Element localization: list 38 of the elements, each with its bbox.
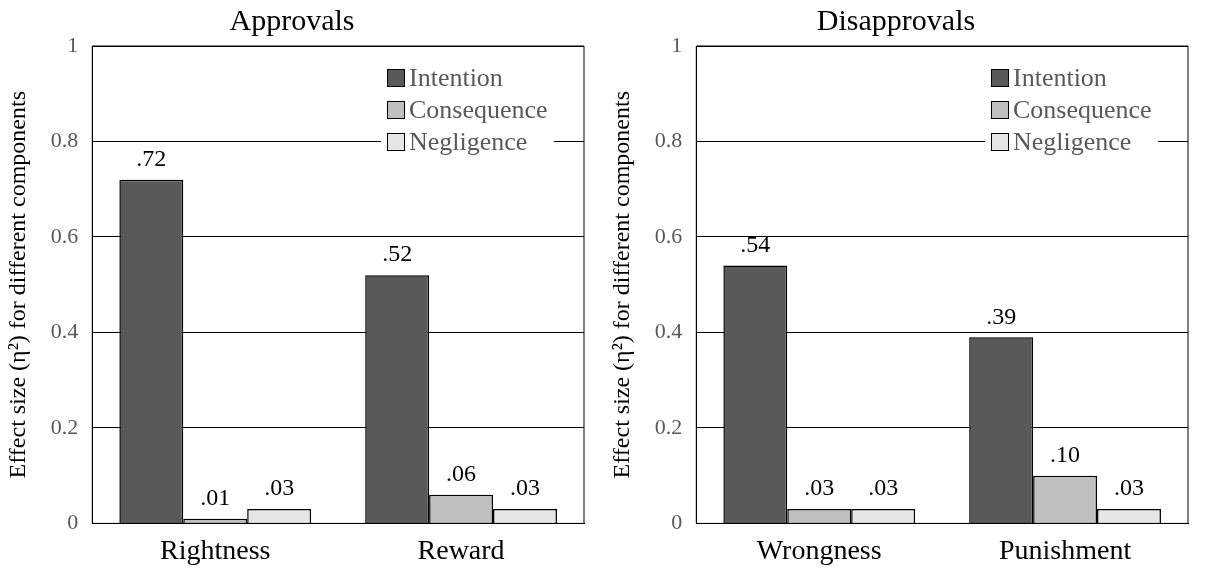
y-tick-label: 1 bbox=[67, 31, 79, 57]
y-tick-label: 0.6 bbox=[654, 222, 683, 248]
x-tick-label: Punishment bbox=[998, 533, 1132, 565]
x-tick-label: Wrongness bbox=[756, 533, 882, 565]
legend-label: Consequence bbox=[409, 94, 548, 126]
y-tick-label: 0.2 bbox=[654, 413, 683, 439]
data-label: .39 bbox=[986, 302, 1017, 329]
y-tick-label: 0 bbox=[671, 509, 683, 535]
data-label: .10 bbox=[1050, 440, 1081, 467]
y-axis-title: Effect size (η²) for different components bbox=[3, 91, 30, 479]
y-tick-label: 0.6 bbox=[50, 222, 79, 248]
y-axis-title: Effect size (η²) for different components bbox=[607, 91, 634, 479]
y-tick-label: 0 bbox=[67, 509, 79, 535]
y-tick-label: 0.4 bbox=[50, 318, 79, 344]
y-tick-label: 0.2 bbox=[50, 413, 79, 439]
data-label: .03 bbox=[264, 474, 295, 501]
x-tick-label: Rightness bbox=[159, 533, 271, 565]
y-tick-label: 0.8 bbox=[654, 127, 683, 153]
legend-label: Negligence bbox=[1013, 126, 1132, 158]
legend-label: Intention bbox=[1013, 62, 1107, 94]
data-label: .03 bbox=[510, 474, 540, 501]
data-label: .01 bbox=[200, 483, 231, 510]
data-label: .54 bbox=[740, 230, 771, 257]
data-label: .03 bbox=[868, 474, 899, 501]
data-label: .72 bbox=[136, 144, 167, 171]
data-label: .52 bbox=[382, 240, 413, 267]
data-label: .06 bbox=[446, 460, 477, 487]
y-tick-label: 0.4 bbox=[654, 318, 683, 344]
legend-label: Negligence bbox=[409, 126, 528, 158]
y-tick-label: 1 bbox=[671, 31, 683, 57]
y-tick-label: 0.8 bbox=[50, 127, 79, 153]
data-label: .03 bbox=[804, 474, 835, 501]
data-label: .03 bbox=[1114, 474, 1144, 501]
chart-title: Disapprovals bbox=[816, 2, 976, 36]
legend-label: Intention bbox=[409, 62, 503, 94]
chart-title: Approvals bbox=[229, 2, 355, 36]
legend-label: Consequence bbox=[1013, 94, 1152, 126]
x-tick-label: Reward bbox=[417, 533, 505, 565]
